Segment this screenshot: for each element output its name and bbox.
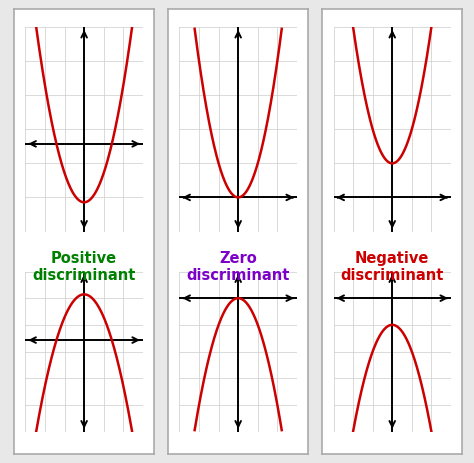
Text: Negative
discriminant: Negative discriminant	[340, 251, 444, 283]
Text: Zero
discriminant: Zero discriminant	[186, 251, 290, 283]
Text: Positive
discriminant: Positive discriminant	[32, 251, 136, 283]
